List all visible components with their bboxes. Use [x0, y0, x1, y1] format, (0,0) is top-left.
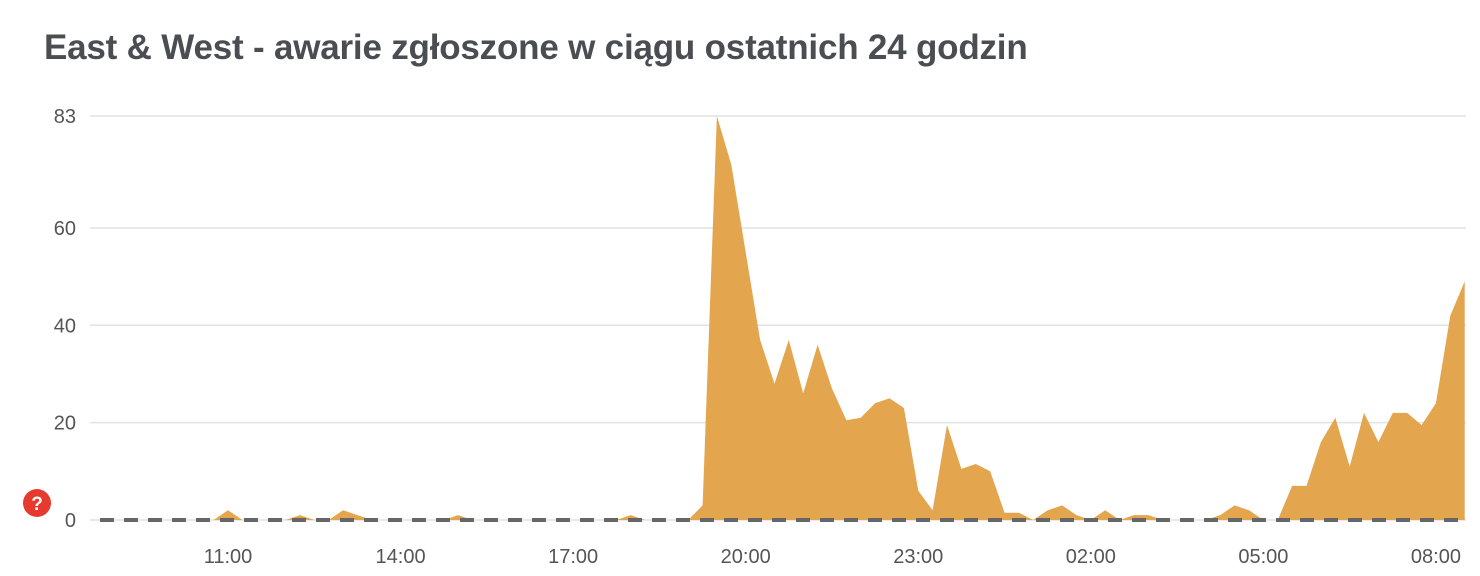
- x-tick-label: 17:00: [548, 546, 598, 568]
- y-tick-label: 60: [54, 218, 76, 240]
- x-tick-label: 14:00: [376, 546, 426, 568]
- x-tick-label: 20:00: [721, 546, 771, 568]
- x-tick-label: 08:00: [1411, 546, 1461, 568]
- help-icon[interactable]: ?: [23, 489, 51, 517]
- y-tick-label: 0: [65, 510, 76, 532]
- outage-area: [98, 116, 1465, 520]
- x-tick-label: 02:00: [1066, 546, 1116, 568]
- y-tick-label: 20: [54, 413, 76, 435]
- y-tick-label: 83: [54, 106, 76, 128]
- x-tick-label: 05:00: [1238, 546, 1288, 568]
- x-tick-label: 23:00: [893, 546, 943, 568]
- chart-title: East & West - awarie zgłoszone w ciągu o…: [44, 28, 1028, 67]
- help-icon-glyph: ?: [31, 494, 43, 515]
- y-tick-label: 40: [54, 315, 76, 337]
- x-tick-label: 11:00: [204, 546, 253, 568]
